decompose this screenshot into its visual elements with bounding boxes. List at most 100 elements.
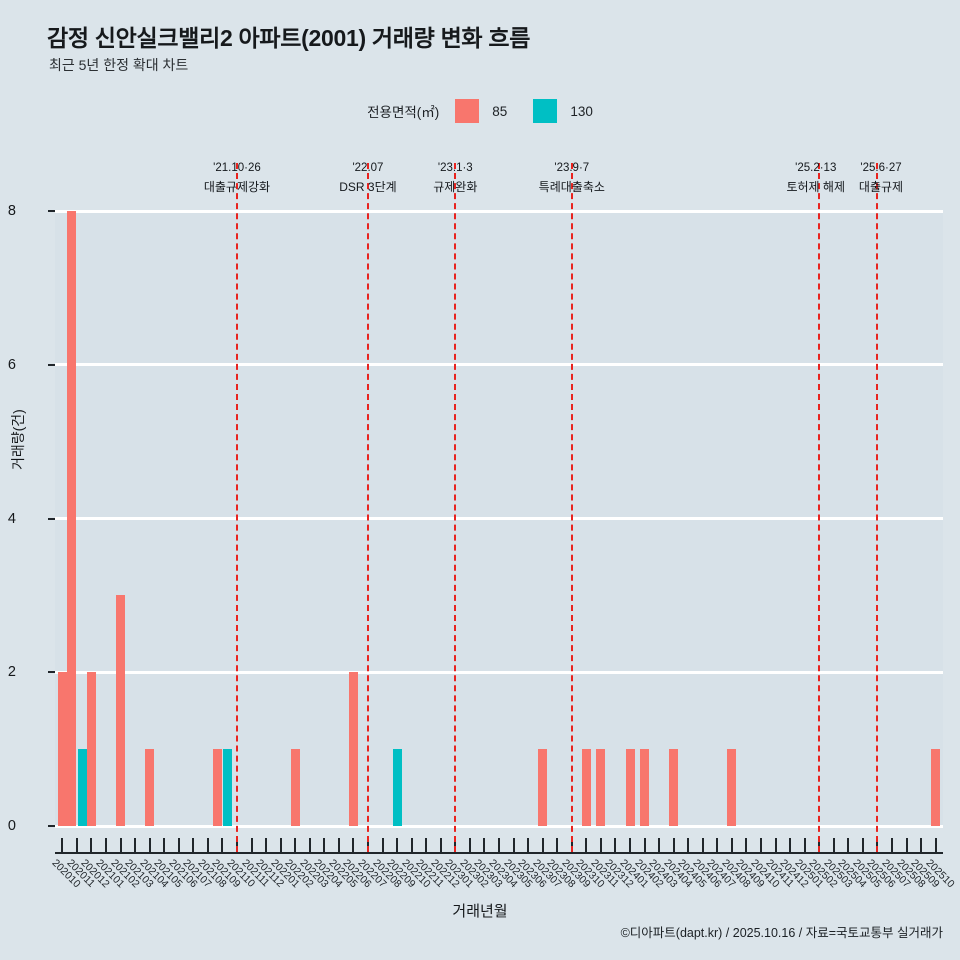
annotation-text: 대출규제강화 (203, 179, 271, 194)
annotation-line (366, 163, 369, 852)
bar (57, 672, 67, 826)
annotation-label: '25.2·13 토허제 해제 (786, 160, 845, 196)
legend-title: 전용면적(㎡) (367, 105, 440, 120)
chart-legend: 전용면적(㎡) 85 130 (0, 99, 960, 123)
x-tick-mark (265, 838, 268, 852)
x-tick-mark (512, 838, 515, 852)
x-tick-mark (643, 838, 646, 852)
bar (67, 211, 77, 826)
annotation-label: '22.07 DSR 3단계 (339, 160, 396, 196)
footer-credit: ©디아파트(dapt.kr) / 2025.10.16 / 자료=국토교통부 실… (620, 926, 943, 940)
bar (538, 749, 548, 826)
x-tick-mark (556, 838, 559, 852)
x-tick-mark (847, 838, 850, 852)
bar (596, 749, 606, 826)
x-tick-mark (294, 838, 297, 852)
gridline (55, 363, 943, 367)
gridline (55, 824, 943, 828)
x-tick-mark (425, 838, 428, 852)
annotation-date: '25.2·13 (795, 162, 837, 174)
x-tick-mark (832, 838, 835, 852)
legend-label-130: 130 (570, 103, 593, 119)
annotation-date: '23.1·3 (437, 162, 473, 174)
plot-area (55, 209, 943, 828)
y-tick-label: 8 (7, 203, 16, 219)
x-tick-mark (599, 838, 602, 852)
annotation-label: '25.6·27 대출규제 (859, 160, 903, 196)
x-tick-mark (920, 838, 923, 852)
y-tick-label: 2 (7, 664, 16, 681)
bar (669, 749, 679, 826)
bar (727, 749, 737, 826)
x-tick-mark (279, 838, 282, 852)
bar (348, 672, 358, 826)
annotation-text: 토허제 해제 (786, 179, 846, 194)
x-tick-mark (221, 838, 224, 852)
bar (290, 749, 300, 826)
x-tick-mark (934, 838, 937, 852)
y-tick-mark (48, 825, 55, 827)
x-tick-mark (701, 838, 704, 852)
legend-swatch-130 (533, 99, 558, 123)
gridline (55, 209, 943, 213)
y-tick-label: 0 (7, 818, 16, 834)
x-tick-mark (119, 838, 122, 852)
annotation-text: 특례대출축소 (538, 179, 605, 194)
x-tick-mark (687, 838, 690, 852)
bar (392, 749, 402, 826)
y-tick-mark (48, 210, 55, 212)
x-tick-mark (716, 838, 719, 852)
x-tick-mark (308, 838, 311, 852)
bar (86, 672, 96, 826)
annotation-line (454, 163, 457, 852)
annotation-line (876, 163, 879, 852)
bar (223, 749, 233, 826)
annotation-text: 규제완화 (433, 179, 478, 194)
x-tick-mark (760, 838, 763, 852)
legend-label-85: 85 (492, 103, 508, 119)
annotation-line (235, 163, 238, 852)
x-tick-mark (730, 838, 733, 852)
x-tick-mark (541, 838, 544, 852)
bar (625, 749, 635, 826)
x-tick-mark (861, 838, 864, 852)
x-axis-line (55, 852, 943, 854)
y-axis-title: 거래량(건) (10, 409, 26, 470)
annotation-label: '21.10·26 대출규제강화 (204, 160, 270, 196)
annotation-text: DSR 3단계 (339, 179, 397, 194)
y-tick-label: 6 (7, 356, 16, 373)
page-title: 감정 신안실크밸리2 아파트(2001) 거래량 변화 흐름 (47, 25, 531, 51)
annotation-line (570, 163, 573, 852)
bar (640, 749, 650, 826)
y-tick-mark (48, 671, 55, 674)
bar (581, 749, 591, 826)
x-tick-mark (585, 838, 588, 852)
x-tick-mark (614, 838, 617, 852)
x-axis-title: 거래년월 (452, 903, 508, 920)
x-tick-mark (483, 838, 486, 852)
gridline (55, 517, 943, 520)
bar (212, 749, 222, 826)
x-tick-mark (323, 838, 326, 852)
y-tick-mark (48, 517, 55, 520)
x-tick-mark (891, 838, 894, 852)
x-tick-mark (498, 838, 500, 852)
x-tick-mark (352, 838, 355, 852)
annotation-label: '23.9·7 특례대출축소 (539, 160, 605, 196)
annotation-date: '25.6·27 (860, 162, 902, 174)
gridline (55, 670, 943, 674)
y-tick-label: 4 (7, 510, 16, 527)
annotation-date: '22.07 (352, 162, 384, 174)
x-tick-mark (381, 838, 384, 852)
x-tick-mark (206, 838, 209, 852)
x-tick-mark (672, 838, 675, 852)
annotation-text: 대출규제 (858, 179, 904, 194)
x-tick-mark (803, 838, 806, 852)
x-tick-mark (774, 838, 777, 852)
x-tick-mark (745, 838, 748, 852)
x-tick-mark (789, 838, 792, 852)
x-tick-mark (177, 838, 180, 852)
x-tick-mark (468, 838, 471, 852)
x-tick-mark (527, 838, 530, 852)
